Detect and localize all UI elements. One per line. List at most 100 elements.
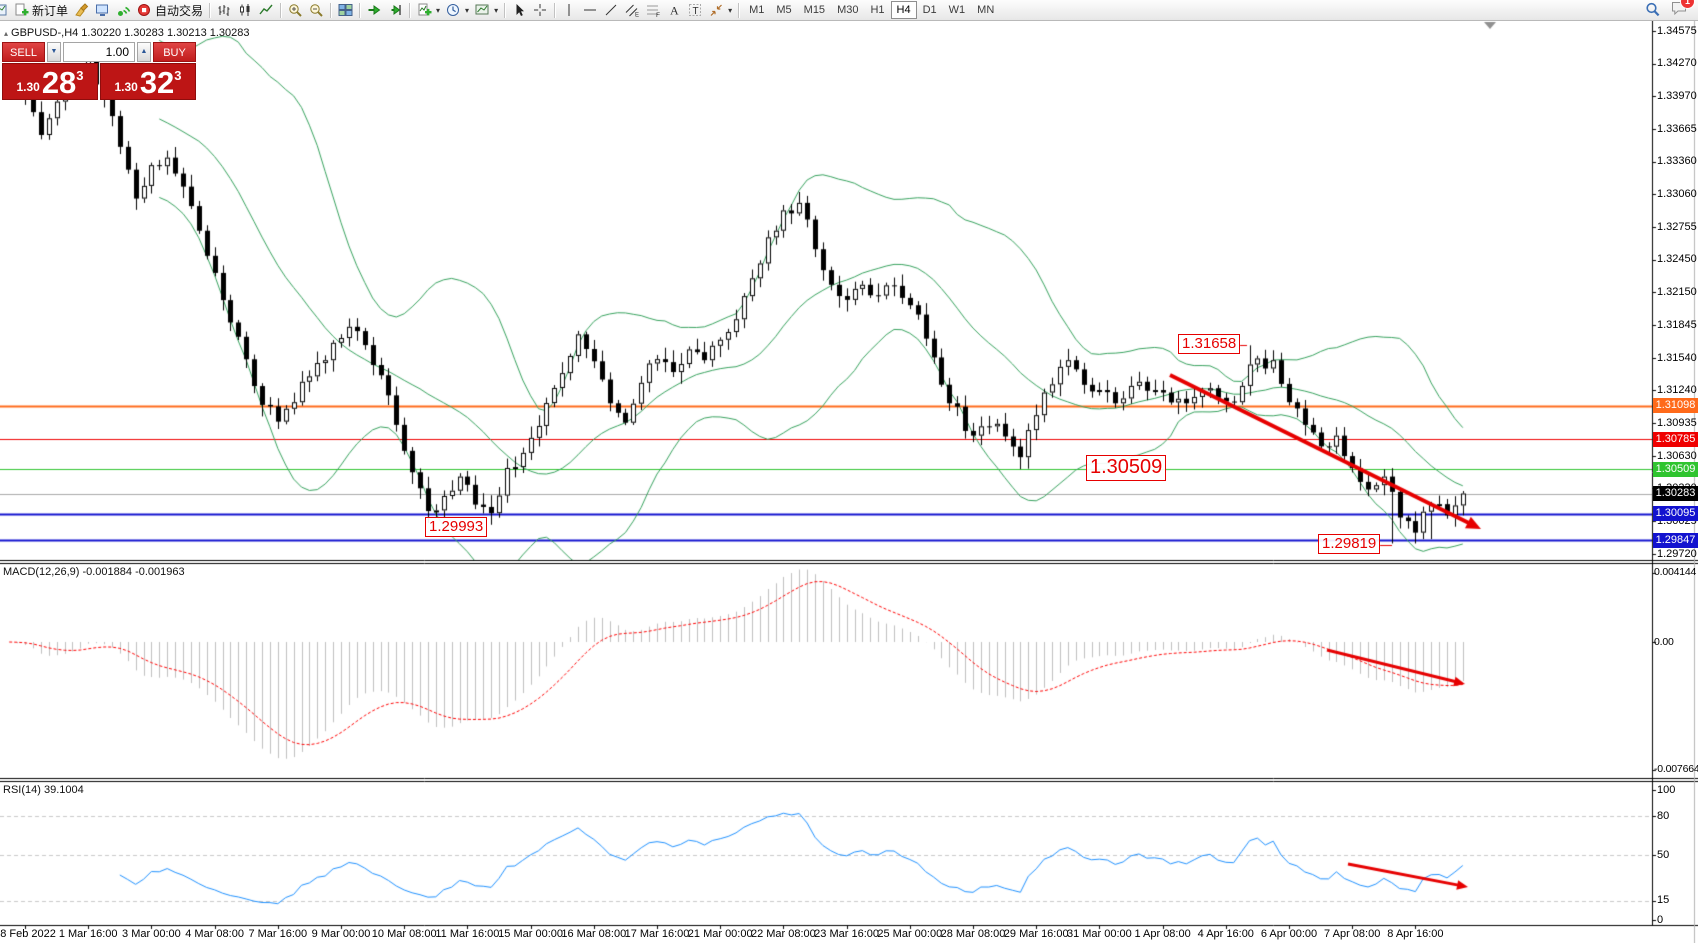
collapse-arrow-icon[interactable]: ▴ — [4, 29, 9, 38]
toolbar: 新订单 自动交易 — [0, 0, 1698, 21]
styler-button[interactable] — [71, 1, 92, 20]
price-tick-label: 1.31240 — [1657, 383, 1697, 396]
chart-shift-button[interactable] — [385, 1, 406, 20]
time-axis-label: 28 Feb 2022 — [0, 928, 56, 940]
volume-increase-button[interactable]: ▲ — [137, 42, 151, 62]
toolbar-separator — [209, 2, 212, 18]
zoom-out-button[interactable] — [306, 1, 327, 20]
autotrading-button[interactable]: 自动交易 — [134, 1, 206, 20]
tile-windows-icon — [338, 3, 353, 16]
candlestick-chart-icon — [240, 3, 250, 16]
toolbar-separator — [280, 2, 283, 18]
autoscroll-button[interactable] — [364, 1, 385, 20]
chevron-down-icon: ▾ — [436, 5, 441, 15]
buy-price-display[interactable]: 1.30 32 3 — [100, 63, 196, 100]
notifications-button[interactable]: 1 — [1671, 0, 1695, 21]
cursor-tool-button[interactable] — [509, 1, 530, 20]
terminal-button[interactable] — [92, 1, 113, 20]
volume-input[interactable]: 1.00 — [63, 42, 135, 62]
fibonacci-tool[interactable]: F — [643, 1, 664, 20]
price-tick-label: 1.29720 — [1657, 547, 1697, 560]
sell-button[interactable]: SELL — [2, 42, 45, 62]
toolbar-separator — [554, 2, 557, 18]
buy-button[interactable]: BUY — [153, 42, 196, 62]
crosshair-tool-button[interactable] — [530, 1, 551, 20]
svg-text:E: E — [635, 12, 639, 18]
timeframe-button-m5[interactable]: M5 — [776, 4, 792, 16]
chevron-down-icon: ▾ — [728, 5, 733, 15]
new-order-label: 新订单 — [32, 3, 69, 18]
time-axis-label: 23 Mar 16:00 — [814, 928, 880, 940]
candlestick-chart-button[interactable] — [235, 1, 256, 20]
svg-text:F: F — [656, 12, 660, 18]
price-annotation[interactable]: 1.31658 — [1178, 334, 1241, 354]
sell-price-point: 3 — [76, 68, 84, 83]
buy-price-pips: 32 — [139, 65, 175, 100]
search-icon[interactable] — [1645, 2, 1661, 18]
bar-chart-icon — [218, 4, 230, 16]
template-icon — [475, 4, 489, 14]
time-axis-label: 7 Apr 08:00 — [1324, 928, 1381, 940]
price-tick-label: 1.32450 — [1657, 253, 1697, 266]
chart-window-icon — [0, 4, 7, 15]
periods-dropdown[interactable]: ▾ — [443, 1, 472, 20]
line-chart-button[interactable] — [256, 1, 277, 20]
buy-price-point: 3 — [174, 68, 182, 83]
text-tool[interactable]: A — [664, 1, 685, 20]
timeframe-button-m15[interactable]: M15 — [803, 4, 826, 16]
toolbar-separator — [359, 2, 362, 18]
toolbar-separator — [409, 2, 412, 18]
monitor-icon — [96, 4, 109, 16]
horizontal-line-tool[interactable] — [580, 1, 601, 20]
price-tick-label: 1.30630 — [1657, 449, 1697, 462]
charts-button[interactable] — [0, 1, 11, 20]
line-chart-icon — [259, 4, 273, 14]
fibonacci-icon: F — [647, 5, 660, 18]
channel-tool[interactable]: E — [622, 1, 643, 20]
notification-badge: 1 — [1680, 0, 1695, 9]
rsi-tick-label: 100 — [1657, 783, 1676, 796]
time-axis-label: 8 Apr 16:00 — [1387, 928, 1444, 940]
time-axis-label: 29 Mar 16:00 — [1003, 928, 1069, 940]
timeframe-button-h1[interactable]: H1 — [870, 4, 885, 16]
arrows-dropdown[interactable]: ▾ — [706, 1, 735, 20]
timeframe-button-m1[interactable]: M1 — [749, 4, 765, 16]
templates-dropdown[interactable]: ▾ — [472, 1, 501, 20]
price-tick-label: 1.32755 — [1657, 220, 1697, 233]
zoom-in-button[interactable] — [285, 1, 306, 20]
timeframe-button-h4[interactable]: H4 — [890, 1, 917, 19]
signals-button[interactable] — [113, 1, 134, 20]
rsi-tick-label: 50 — [1657, 848, 1670, 861]
price-tick-label: 1.33665 — [1657, 122, 1697, 135]
vertical-line-tool[interactable] — [559, 1, 580, 20]
timeframe-button-w1[interactable]: W1 — [948, 4, 966, 16]
new-order-icon — [15, 3, 29, 15]
timeframe-button-m30[interactable]: M30 — [837, 4, 859, 16]
bar-chart-button[interactable] — [214, 1, 235, 20]
sell-price-display[interactable]: 1.30 28 3 — [2, 63, 98, 100]
price-axis-badge: 1.30509 — [1653, 461, 1698, 477]
autotrading-label: 自动交易 — [155, 3, 204, 18]
price-axis-badge: 1.30283 — [1653, 486, 1698, 501]
trendline-tool[interactable] — [601, 1, 622, 20]
time-axis-label: 21 Mar 00:00 — [687, 928, 753, 940]
price-tick-label: 1.33060 — [1657, 187, 1697, 200]
price-annotation[interactable]: 1.29819 — [1318, 534, 1381, 554]
rsi-tick-label: 15 — [1657, 894, 1670, 906]
indicators-dropdown[interactable]: ▾ — [414, 1, 443, 20]
price-tick-label: 1.33970 — [1657, 89, 1697, 102]
price-annotation[interactable]: 1.30509 — [1086, 455, 1167, 481]
timeframe-button-d1[interactable]: D1 — [922, 4, 937, 16]
tile-windows-button[interactable] — [335, 1, 356, 20]
text-label-icon: T — [689, 3, 702, 17]
time-axis-label: 31 Mar 00:00 — [1066, 928, 1132, 940]
one-click-trading-panel: SELL ▼ 1.00 ▲ BUY 1.30 28 3 1.30 32 3 — [2, 42, 196, 100]
timeframe-button-mn[interactable]: MN — [977, 4, 995, 16]
price-annotation[interactable]: 1.29993 — [425, 517, 488, 537]
text-icon: A — [670, 3, 679, 17]
volume-decrease-button[interactable]: ▼ — [47, 42, 61, 62]
new-order-button[interactable]: 新订单 — [11, 1, 71, 20]
price-tick-label: 1.31845 — [1657, 318, 1697, 331]
label-tool[interactable]: T — [685, 1, 706, 20]
